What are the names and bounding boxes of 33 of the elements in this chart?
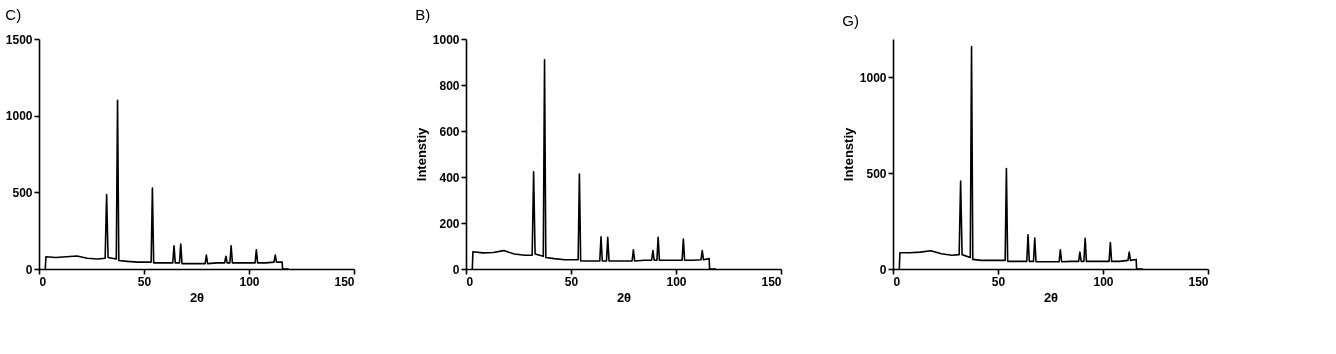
x-axis-title: 2θ <box>1043 289 1059 305</box>
y-axis-title: Intenstiy <box>840 127 856 182</box>
y-tick-label: 0 <box>452 262 460 277</box>
y-tick-label: 500 <box>866 166 887 181</box>
x-tick-label: 0 <box>893 274 901 289</box>
y-tick-label: 1000 <box>5 109 33 124</box>
x-tick-label: 100 <box>666 274 687 289</box>
y-tick-label: 200 <box>439 216 460 231</box>
x-axis-title: 2θ <box>189 289 205 305</box>
x-tick-label: 150 <box>1188 274 1209 289</box>
x-tick-label: 100 <box>239 274 260 289</box>
x-tick-label: 50 <box>991 274 1006 289</box>
y-tick-label: 1500 <box>5 32 33 47</box>
x-tick-label: 150 <box>761 274 782 289</box>
x-tick-label: 50 <box>564 274 579 289</box>
y-tick-label: 500 <box>12 185 33 200</box>
y-axis-title: Intenstiy <box>413 127 429 182</box>
y-tick-label: 0 <box>25 262 33 277</box>
y-tick-label: 0 <box>879 262 887 277</box>
y-tick-label: 1000 <box>432 32 460 47</box>
y-tick-label: 800 <box>439 78 460 93</box>
y-tick-label: 600 <box>439 124 460 139</box>
x-tick-label: 100 <box>1093 274 1114 289</box>
x-tick-label: 150 <box>334 274 355 289</box>
x-tick-label: 0 <box>39 274 47 289</box>
x-tick-label: 50 <box>137 274 152 289</box>
y-tick-label: 1000 <box>859 70 887 85</box>
chart-title: B) <box>415 6 431 23</box>
x-axis-title: 2θ <box>616 289 632 305</box>
chart-title: G) <box>842 12 859 29</box>
y-tick-label: 400 <box>439 170 460 185</box>
chart-title: C) <box>5 6 22 23</box>
x-tick-label: 0 <box>466 274 474 289</box>
